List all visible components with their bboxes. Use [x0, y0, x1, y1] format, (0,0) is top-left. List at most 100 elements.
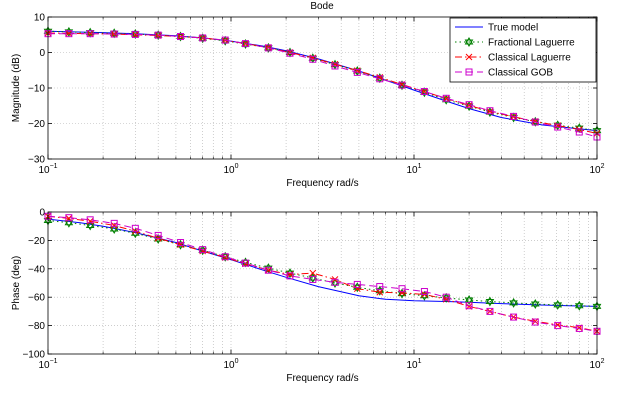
- magnitude-point-2-14: [353, 67, 361, 74]
- legend-entry-1: Fractional Laguerre: [455, 37, 575, 49]
- phase-point-1-24: [574, 300, 584, 311]
- phase-ytick-label-2: −60: [28, 293, 45, 304]
- phase-xtick-label-1: 100: [223, 358, 238, 371]
- phase-point-1-3: [109, 224, 119, 234]
- phase-point-3-19: [465, 302, 473, 310]
- phase-point-2-12: [309, 269, 317, 277]
- phase-point-2-10: [265, 266, 272, 274]
- legend-box: [449, 17, 597, 83]
- phase-point-3-4: [131, 224, 139, 232]
- magnitude-point-2-18: [442, 95, 450, 103]
- phase-point-3-15: [376, 283, 384, 291]
- phase-point-1-20: [485, 296, 495, 307]
- phase-xtick-label-0: 10−1: [38, 358, 57, 371]
- magnitude-xtick-label-1: 100: [223, 163, 238, 176]
- phase-point-1-22: [530, 298, 540, 310]
- phase-series-0: [47, 218, 598, 307]
- legend-label-2: Classical Laguerre: [488, 53, 571, 64]
- magnitude-xlabel: Frequency rad/s: [286, 178, 358, 189]
- magnitude-ylabel: Magnitude (dB): [11, 54, 22, 122]
- figure-title: Bode: [310, 1, 334, 12]
- phase-point-3-23: [554, 322, 562, 330]
- magnitude-point-3-13: [331, 62, 339, 70]
- magnitude-point-3-8: [221, 36, 229, 44]
- legend-label-1: Fractional Laguerre: [488, 38, 575, 49]
- phase-series-line-0: [47, 218, 598, 307]
- phase-series-line-3: [47, 215, 598, 332]
- phase-point-2-18: [442, 295, 450, 303]
- phase-frame: [47, 211, 598, 355]
- phase-point-3-12: [309, 275, 317, 283]
- magnitude-point-3-11: [286, 49, 294, 57]
- magnitude-point-3-24: [575, 128, 583, 136]
- magnitude-point-3-16: [398, 81, 406, 89]
- magnitude-point-3-22: [531, 118, 539, 126]
- phase-point-3-9: [241, 259, 249, 267]
- magnitude-point-2-4: [131, 31, 139, 39]
- phase-point-3-5: [154, 231, 162, 239]
- phase-point-3-14: [353, 280, 361, 288]
- phase-point-3-13: [331, 278, 339, 286]
- magnitude-point-3-4: [131, 30, 139, 38]
- legend-entry-0: True model: [455, 23, 538, 34]
- phase-point-3-20: [486, 307, 494, 315]
- phase-point-3-18: [442, 293, 450, 301]
- phase-point-3-22: [531, 318, 539, 326]
- magnitude-point-3-3: [110, 30, 118, 38]
- magnitude-point-3-5: [154, 31, 162, 39]
- legend-label-3: Classical GOB: [488, 68, 553, 79]
- magnitude-point-3-23: [554, 123, 562, 131]
- phase-xtick-label-2: 101: [406, 358, 421, 371]
- magnitude-point-3-19: [465, 101, 473, 109]
- phase-xtick-label-3: 102: [589, 358, 604, 371]
- magnitude-point-3-1: [65, 30, 73, 38]
- magnitude-ytick-label-0: −30: [28, 155, 45, 166]
- phase-point-1-21: [509, 297, 518, 308]
- legend-marker-1: [464, 37, 474, 47]
- phase-point-3-2: [86, 216, 94, 224]
- magnitude-point-3-9: [241, 40, 249, 48]
- phase-point-3-24: [575, 324, 583, 332]
- phase-point-3-1: [65, 214, 73, 222]
- magnitude-point-2-2: [86, 30, 94, 38]
- phase-xlabel: Frequency rad/s: [286, 373, 358, 384]
- phase-point-2-16: [398, 289, 406, 297]
- magnitude-point-2-1: [65, 29, 73, 37]
- magnitude-ytick-label-3: 0: [39, 48, 45, 59]
- magnitude-ytick-label-1: −20: [28, 119, 45, 130]
- legend-entry-2: Classical Laguerre: [455, 53, 571, 64]
- magnitude-ytick-label-2: −10: [28, 84, 45, 95]
- legend: True model Fractional Laguerre Classical L…: [449, 17, 597, 83]
- phase-point-2-15: [376, 288, 384, 296]
- phase-series-3: [44, 212, 601, 335]
- phase-ytick-label-1: −80: [28, 321, 45, 332]
- phase-point-3-3: [110, 219, 118, 227]
- magnitude-point-3-12: [309, 55, 317, 63]
- magnitude-point-3-17: [420, 88, 428, 96]
- phase-point-3-21: [510, 313, 518, 321]
- phase-point-1-23: [553, 299, 563, 310]
- magnitude-point-3-6: [177, 33, 185, 41]
- magnitude-xtick-label-3: 102: [589, 163, 604, 176]
- magnitude-frame: [47, 16, 598, 160]
- phase-point-3-16: [398, 285, 406, 293]
- magnitude-point-3-7: [199, 34, 207, 42]
- magnitude-ytick-label-4: 10: [34, 13, 46, 24]
- legend-label-0: True model: [488, 23, 538, 34]
- magnitude-point-3-21: [510, 112, 518, 120]
- phase-ytick-label-5: 0: [39, 208, 45, 219]
- legend-marker-2: [465, 53, 473, 61]
- magnitude-series-line-3: [48, 33, 598, 138]
- phase-plot-area: [48, 212, 597, 354]
- magnitude-xtick-label-0: 10−1: [38, 163, 57, 176]
- phase-point-3-6: [177, 239, 185, 247]
- phase-ytick-label-0: −100: [22, 350, 45, 361]
- phase-point-3-11: [286, 272, 294, 280]
- magnitude-xtick-label-2: 101: [406, 163, 421, 176]
- magnitude-point-3-14: [353, 68, 361, 76]
- magnitude-point-3-15: [376, 75, 384, 83]
- magnitude-point-3-20: [486, 107, 494, 115]
- phase-point-3-17: [420, 288, 428, 296]
- phase-ytick-label-4: −20: [28, 236, 45, 247]
